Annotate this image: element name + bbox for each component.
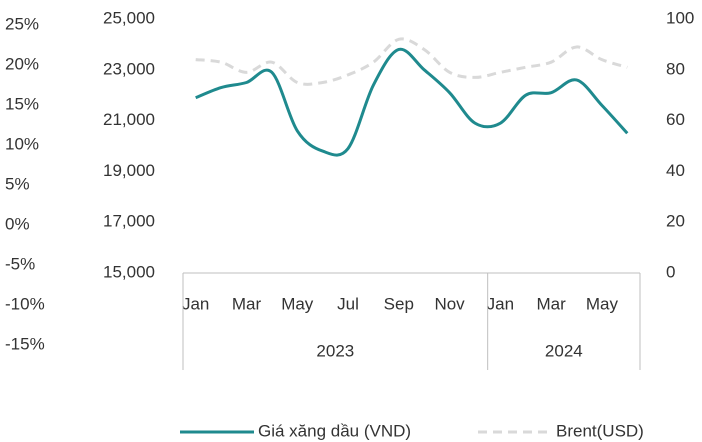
- x-tick-label: Jan: [487, 294, 514, 313]
- series-line: [195, 37, 628, 86]
- x-tick-label: May: [586, 294, 619, 313]
- y3-tick-label: 20%: [5, 54, 39, 73]
- y3-tick-label: 10%: [5, 134, 39, 153]
- y-tick-label: 17,000: [103, 212, 155, 231]
- y2-tick-label: 100: [666, 8, 694, 27]
- x-tick-label: Sep: [384, 294, 414, 313]
- series-line: [195, 47, 629, 157]
- y3-tick-label: 15%: [5, 94, 39, 113]
- y-tick-label: 15,000: [103, 262, 155, 281]
- y3-tick-label: 0%: [5, 214, 30, 233]
- x-tick-label: Mar: [232, 294, 262, 313]
- y2-tick-label: 80: [666, 59, 685, 78]
- x-tick-label: May: [281, 294, 314, 313]
- y-tick-label: 23,000: [103, 59, 155, 78]
- y3-tick-label: -10%: [5, 294, 45, 313]
- legend-label: Giá xăng dầu (VND): [258, 421, 411, 440]
- y2-tick-label: 40: [666, 161, 685, 180]
- y2-tick-label: 60: [666, 110, 685, 129]
- y-tick-label: 25,000: [103, 8, 155, 27]
- x-tick-label: Mar: [536, 294, 566, 313]
- legend-label: Brent(USD): [556, 421, 644, 440]
- y2-tick-label: 0: [666, 262, 675, 281]
- x-tick-label: Jul: [337, 294, 359, 313]
- y3-tick-label: -15%: [5, 334, 45, 353]
- y3-tick-label: -5%: [5, 254, 35, 273]
- y3-tick-label: 25%: [5, 14, 39, 33]
- y3-tick-label: 5%: [5, 174, 30, 193]
- group-label: 2023: [316, 341, 354, 360]
- x-tick-label: Jan: [182, 294, 209, 313]
- y2-tick-label: 20: [666, 212, 685, 231]
- x-tick-label: Nov: [434, 294, 465, 313]
- group-label: 2024: [545, 341, 583, 360]
- y-tick-label: 21,000: [103, 110, 155, 129]
- y-tick-label: 19,000: [103, 161, 155, 180]
